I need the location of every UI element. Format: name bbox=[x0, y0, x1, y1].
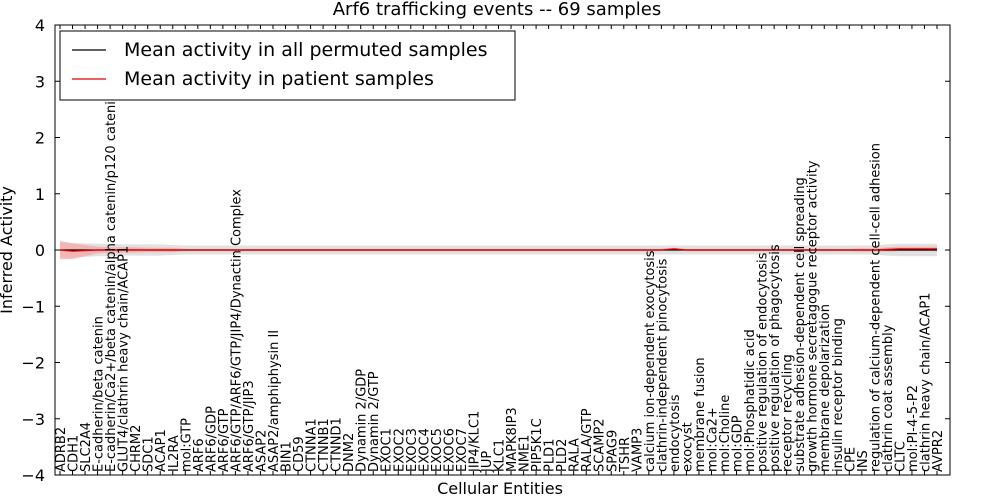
category-label: regulation of calcium-dependent cell-cel… bbox=[868, 143, 883, 472]
category-label: BIN1 bbox=[280, 441, 295, 472]
category-label: ARF6 bbox=[192, 438, 207, 472]
category-label: JIP4/KLC1 bbox=[467, 411, 482, 473]
y-tick-label: 4 bbox=[35, 16, 45, 35]
category-label: DNM2 bbox=[342, 433, 357, 472]
y-tick-label: 3 bbox=[35, 72, 45, 91]
category-label: mol:Ca2+ bbox=[705, 407, 720, 472]
category-label: mol:Choline bbox=[718, 395, 733, 472]
category-label: ASAP2 bbox=[254, 430, 269, 472]
y-tick-label: −1 bbox=[21, 297, 45, 316]
category-label: mol:GTP bbox=[179, 418, 194, 472]
category-label: JUP bbox=[480, 451, 495, 473]
category-label: ARF6/GDP bbox=[204, 406, 219, 472]
category-label: receptor recycling bbox=[781, 354, 796, 472]
category-label: CPE bbox=[843, 447, 858, 472]
category-label: NME1 bbox=[518, 435, 533, 472]
category-label: SDC1 bbox=[142, 436, 157, 472]
category-label: ARF6/GTP/ARF6/GTP/JIP4/Dynactin Complex bbox=[229, 189, 244, 472]
category-label: SLC2A4 bbox=[79, 422, 94, 472]
category-label: RALA/GTP bbox=[580, 408, 595, 472]
category-label: RALA bbox=[568, 438, 583, 472]
y-tick-label: −3 bbox=[21, 410, 45, 429]
category-label: ADRB2 bbox=[54, 427, 69, 472]
category-label: IL2RA bbox=[167, 435, 182, 472]
legend-label-permuted: Mean activity in all permuted samples bbox=[124, 39, 487, 61]
category-label: growth hormone secretagogue receptor act… bbox=[806, 160, 821, 472]
legend-box bbox=[59, 30, 516, 101]
legend: Mean activity in all permuted samples Me… bbox=[59, 30, 516, 101]
category-label: clathrin-independent pinocytosis bbox=[655, 258, 670, 472]
category-label: endocytosis bbox=[668, 394, 683, 472]
category-label: CTNNA1 bbox=[305, 418, 320, 472]
category-label: calcium ion-dependent exocytosis bbox=[643, 250, 658, 472]
x-axis-label: Cellular Entities bbox=[437, 479, 563, 498]
y-tick-label: 0 bbox=[35, 241, 45, 260]
y-axis-label: Inferred Activity bbox=[0, 186, 16, 314]
category-label: ARF6/GTP/JIP3 bbox=[242, 380, 257, 472]
category-label: PIP5K1C bbox=[530, 418, 545, 472]
category-label: mol:GDP bbox=[731, 415, 746, 472]
category-label: TSHR bbox=[618, 437, 633, 473]
category-label: exocyst bbox=[680, 422, 695, 472]
category-label: positive regulation of phagocytosis bbox=[768, 244, 783, 472]
category-label: EXOC5 bbox=[430, 428, 445, 472]
category-label: ACAP1 bbox=[154, 429, 169, 472]
category-label: E-cadherin/Ca2+/beta catenin/alpha caten… bbox=[104, 93, 119, 472]
category-label: ARF6/GTP bbox=[217, 408, 232, 472]
y-tick-label: 1 bbox=[35, 185, 45, 204]
axis-ticks: 4 3 2 1 0 −1 −2 −3 −4 bbox=[21, 16, 950, 485]
line-patient bbox=[59, 248, 937, 252]
category-label: EXOC6 bbox=[442, 428, 457, 472]
category-label: membrane fusion bbox=[693, 357, 708, 472]
y-tick-label: 2 bbox=[35, 129, 45, 148]
y-tick-label: −2 bbox=[21, 354, 45, 373]
category-label: Dynamin 2/GDP bbox=[355, 369, 370, 472]
category-label: Dynamin 2/GTP bbox=[367, 371, 382, 472]
category-label: CHRM2 bbox=[129, 425, 144, 472]
category-label: SCAMP2 bbox=[593, 418, 608, 472]
category-label: clathrin heavy chain/ACAP1 bbox=[918, 293, 933, 472]
category-label: PLD1 bbox=[543, 439, 558, 472]
y-tick-label: −4 bbox=[21, 466, 45, 485]
category-label: CTNND1 bbox=[330, 417, 345, 472]
category-label: EXOC4 bbox=[417, 428, 432, 472]
legend-label-patient: Mean activity in patient samples bbox=[124, 68, 434, 90]
category-label: EXOC7 bbox=[455, 428, 470, 472]
plot-frame bbox=[54, 24, 951, 476]
category-label: mol:Phosphatidic acid bbox=[743, 329, 758, 472]
category-label: EXOC3 bbox=[405, 428, 420, 472]
category-label: membrane depolarization bbox=[818, 304, 833, 472]
category-label: insulin receptor binding bbox=[831, 318, 846, 472]
category-label: GLUT4/clathrin heavy chain/ACAP1 bbox=[117, 246, 132, 472]
chart-title: Arf6 trafficking events -- 69 samples bbox=[333, 0, 662, 20]
category-label: CD59 bbox=[292, 436, 307, 472]
category-label: MAPK8IP3 bbox=[505, 407, 520, 472]
category-label: mol:PI-4-5-P2 bbox=[906, 385, 921, 472]
category-label: VAMP3 bbox=[630, 428, 645, 472]
category-label: INS bbox=[856, 450, 871, 472]
category-label: CDH1 bbox=[67, 435, 82, 472]
category-label: KLC1 bbox=[493, 439, 508, 472]
category-label: EXOC1 bbox=[380, 428, 395, 472]
category-label: ASAP2/amphiphysin II bbox=[267, 330, 282, 472]
category-label: E-cadherin/beta catenin bbox=[92, 316, 107, 472]
series-lines bbox=[59, 248, 937, 252]
category-label: SPAG9 bbox=[605, 430, 620, 472]
category-label: PLD2 bbox=[555, 439, 570, 472]
category-label: CTNNB1 bbox=[317, 418, 332, 472]
category-label: EXOC2 bbox=[392, 428, 407, 472]
category-label: AVPR2 bbox=[931, 430, 946, 472]
category-label: positive regulation of endocytosis bbox=[756, 252, 771, 472]
category-label: substrate adhesion-dependent cell spread… bbox=[793, 177, 808, 472]
category-label: clathrin coat assembly bbox=[881, 324, 896, 472]
category-label: CLTC bbox=[893, 441, 908, 472]
